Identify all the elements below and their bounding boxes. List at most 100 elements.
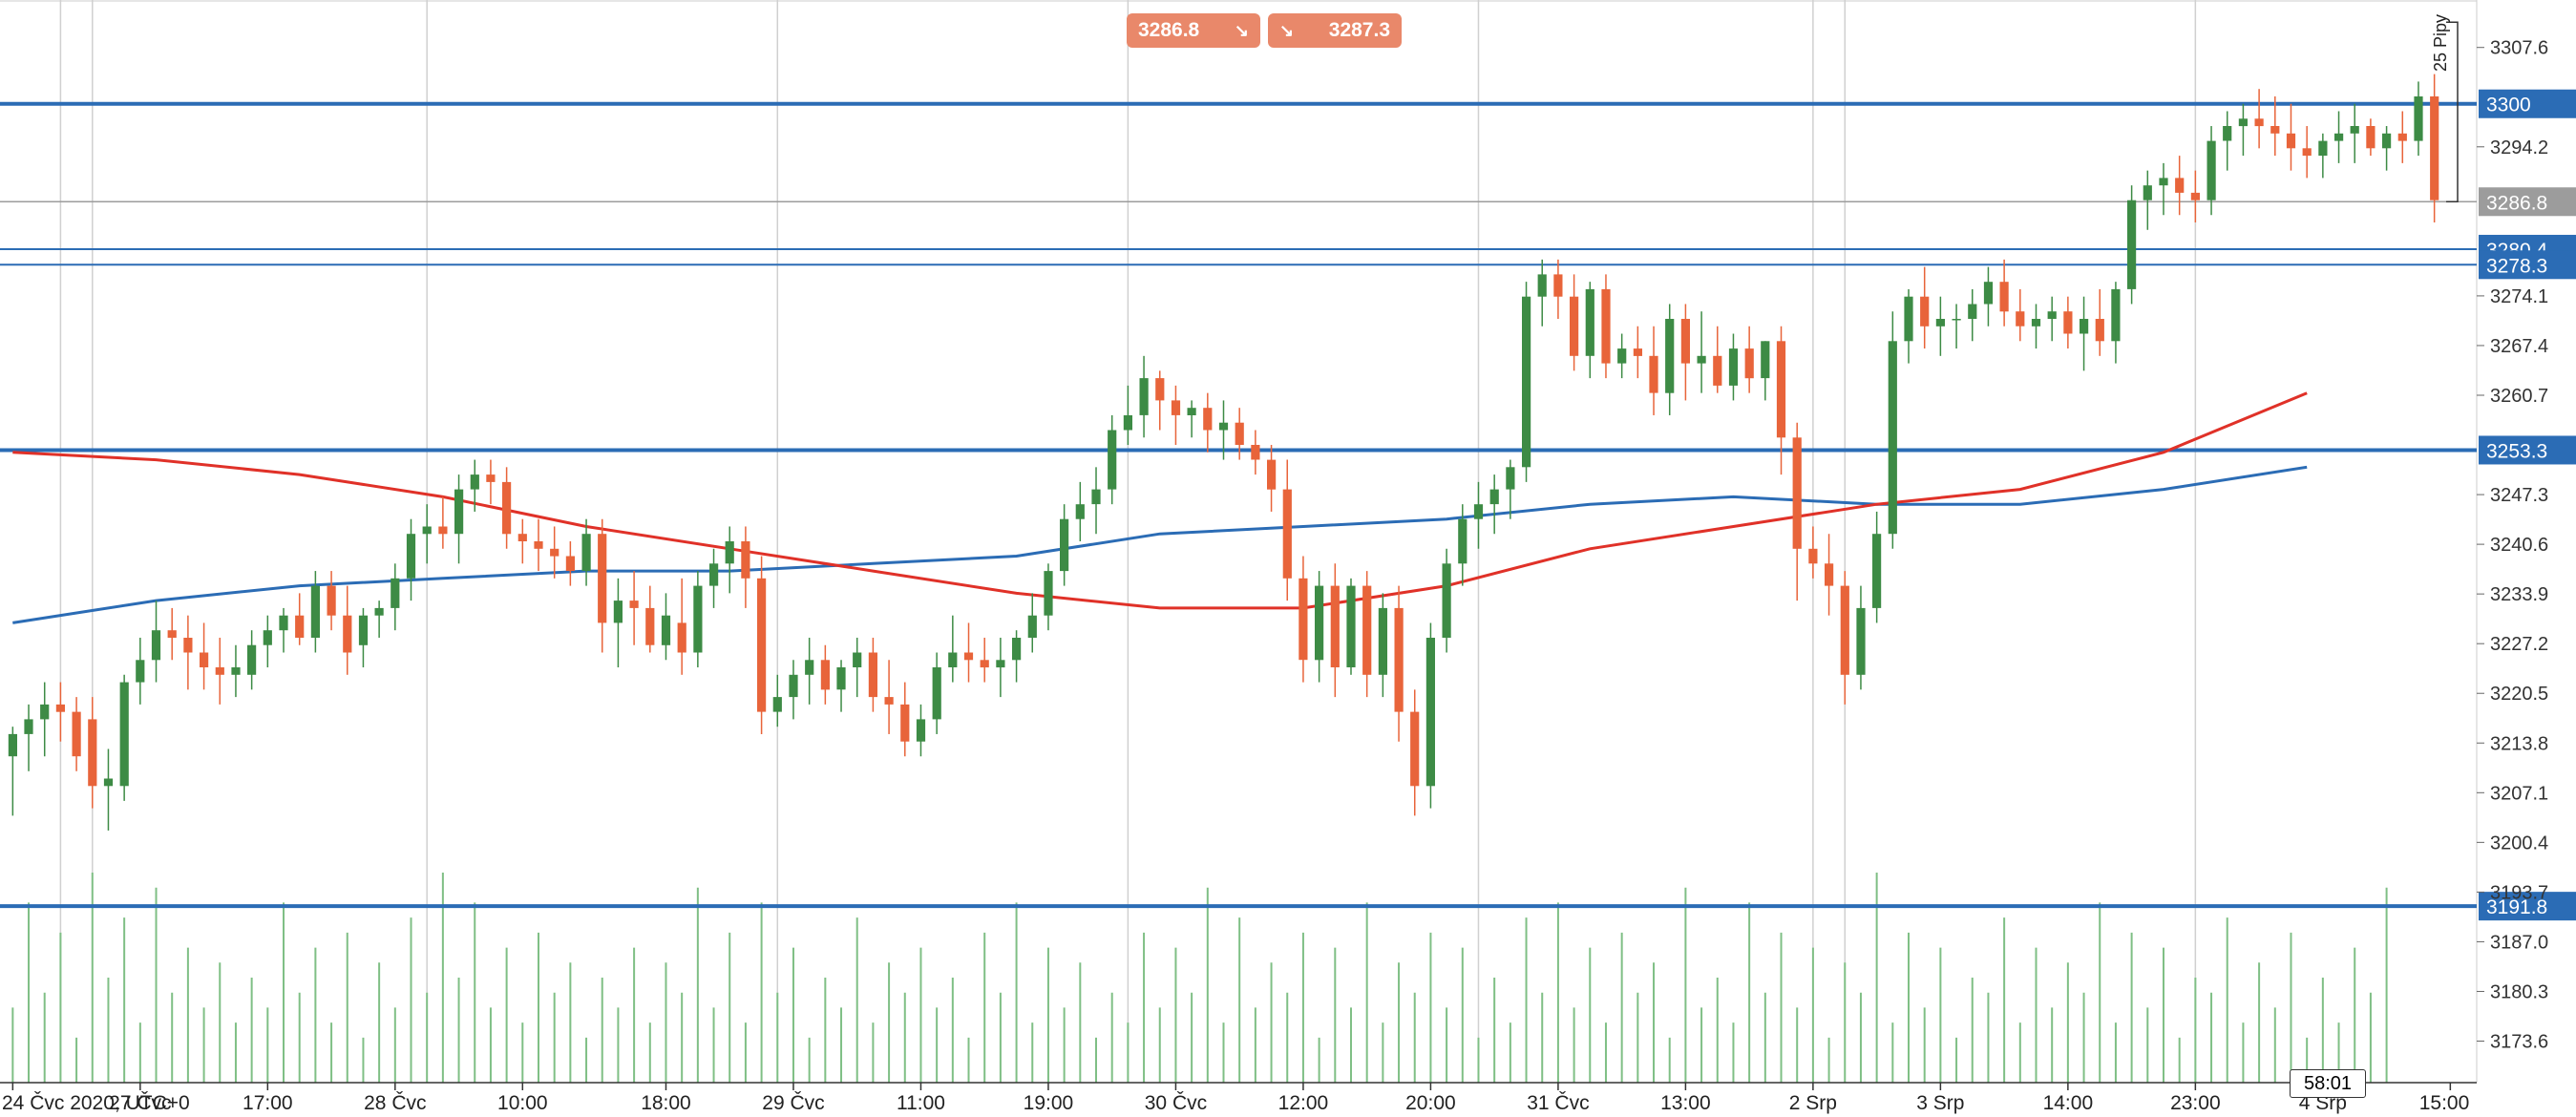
candle-body — [805, 660, 814, 675]
candle-body — [391, 578, 400, 608]
candle-body — [598, 534, 607, 623]
y-tick-label: 3247.3 — [2490, 485, 2548, 506]
candle — [1267, 445, 1277, 512]
level-tag: 3278.3 — [2479, 250, 2576, 280]
candle — [1044, 563, 1053, 631]
candle — [1952, 304, 1961, 349]
candle — [343, 585, 352, 675]
candle — [2318, 133, 2328, 179]
x-tick-label: 31 Čvc — [1527, 1092, 1589, 1114]
candle-body — [1649, 355, 1658, 393]
candle-body — [1123, 415, 1132, 431]
candle — [1346, 578, 1356, 675]
y-tick-label: 3260.7 — [2490, 386, 2548, 407]
x-tick-label: 29 Čvc — [762, 1092, 824, 1114]
candle-body — [470, 474, 479, 490]
candle — [1060, 504, 1069, 586]
candle-body — [789, 674, 798, 698]
grid-lines — [0, 0, 2478, 1083]
candle — [2366, 118, 2375, 157]
candle — [581, 518, 591, 586]
y-tick-label: 3220.5 — [2490, 684, 2548, 705]
candle-body — [215, 667, 224, 675]
candle — [1442, 548, 1451, 653]
candle-body — [963, 652, 974, 661]
candle — [1171, 385, 1181, 446]
x-tick-label: 10:00 — [497, 1092, 548, 1114]
candle-body — [2175, 178, 2185, 193]
candle-body — [2095, 319, 2104, 342]
candle-body — [2063, 311, 2073, 334]
candle-body — [980, 660, 989, 668]
candle-body — [932, 667, 941, 720]
candle-body — [1792, 437, 1802, 549]
candle — [374, 601, 384, 638]
candle-body — [2080, 319, 2089, 334]
candle — [2095, 288, 2104, 356]
candle-body — [327, 585, 336, 616]
candle — [1761, 341, 1770, 401]
ask-price-button[interactable]: ↘ 3287.3 — [1268, 13, 1402, 48]
candle-body — [709, 563, 719, 586]
x-tick-label: 2 Srp — [1789, 1092, 1837, 1114]
candle — [629, 571, 639, 645]
candle — [1218, 400, 1229, 460]
range-marker — [2446, 21, 2459, 203]
candle-body — [741, 541, 750, 579]
candle-body — [1187, 408, 1196, 415]
candle-body — [2143, 185, 2152, 200]
candle-body — [1968, 304, 1977, 319]
candle — [1825, 534, 1834, 616]
x-tick-label: 17:00 — [243, 1092, 293, 1114]
candle — [725, 526, 734, 594]
candle-body — [1713, 355, 1722, 386]
candle — [996, 637, 1005, 698]
candle — [1410, 689, 1420, 816]
candle — [1935, 296, 1945, 356]
candle — [103, 748, 114, 831]
candle — [72, 697, 81, 771]
candle-body — [1299, 578, 1308, 661]
candle — [422, 504, 432, 564]
candle — [2334, 111, 2344, 163]
candle — [2016, 288, 2025, 342]
candle-body — [1410, 711, 1420, 787]
x-tick-label: 20:00 — [1405, 1092, 1456, 1114]
candle-body — [1680, 319, 1690, 364]
candle — [1139, 355, 1149, 438]
candle — [2080, 296, 2089, 371]
y-tick-label: 3173.6 — [2490, 1032, 2548, 1053]
candle-body — [1506, 467, 1515, 490]
candle — [1187, 400, 1196, 438]
candle-body — [916, 719, 926, 742]
candle-body — [88, 719, 97, 787]
candle-body — [1840, 585, 1849, 675]
ma-red-line — [12, 391, 2308, 610]
bid-price-button[interactable]: 3286.8 ↘ — [1127, 13, 1260, 48]
candle-body — [613, 601, 623, 623]
candle — [470, 459, 479, 512]
candle — [24, 704, 33, 771]
y-tick-label: 3274.1 — [2490, 286, 2548, 307]
candle-body — [1856, 607, 1866, 675]
candle — [88, 697, 97, 809]
candle — [853, 637, 862, 698]
candle — [295, 593, 305, 645]
candle-body — [2031, 319, 2041, 327]
candle-body — [295, 615, 305, 638]
candle-body — [948, 652, 958, 667]
x-tick-label: 18:00 — [641, 1092, 691, 1114]
candle — [2127, 185, 2137, 305]
candle-body — [231, 667, 241, 675]
candle — [868, 637, 877, 712]
y-tick-label: 3200.4 — [2490, 832, 2548, 854]
candle — [1728, 333, 1739, 401]
arrow-down-right-icon: ↘ — [1279, 20, 1295, 40]
candle — [2238, 103, 2248, 157]
candle-body — [55, 704, 65, 712]
candles — [8, 74, 2439, 831]
candle-body — [1044, 571, 1053, 616]
